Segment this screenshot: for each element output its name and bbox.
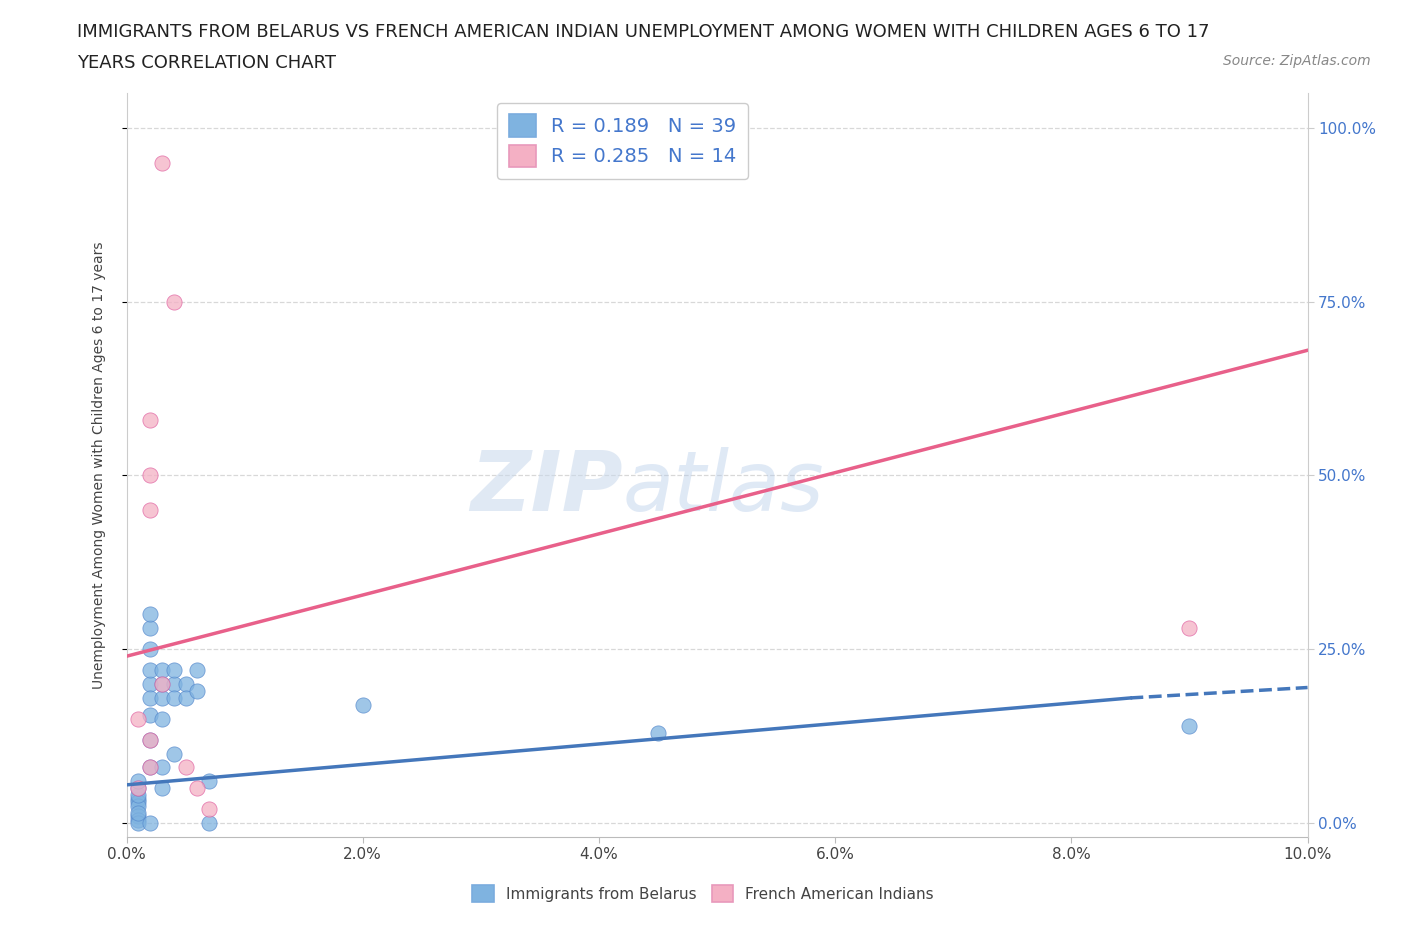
Point	[139, 503, 162, 518]
Point	[198, 774, 221, 789]
Legend: R = 0.189   N = 39, R = 0.285   N = 14: R = 0.189 N = 39, R = 0.285 N = 14	[496, 102, 748, 179]
Text: Source: ZipAtlas.com: Source: ZipAtlas.com	[1223, 54, 1371, 68]
Point	[127, 788, 149, 803]
Point	[1178, 621, 1201, 636]
Point	[198, 816, 221, 830]
Point	[174, 677, 197, 692]
Point	[127, 781, 149, 796]
Point	[198, 802, 221, 817]
Point	[139, 642, 162, 657]
Point	[163, 294, 186, 309]
Point	[139, 732, 162, 747]
Point	[150, 711, 173, 726]
Point	[174, 690, 197, 705]
Point	[127, 795, 149, 810]
Y-axis label: Unemployment Among Women with Children Ages 6 to 17 years: Unemployment Among Women with Children A…	[91, 241, 105, 689]
Point	[150, 781, 173, 796]
Text: atlas: atlas	[623, 446, 824, 528]
Point	[186, 663, 208, 678]
Text: YEARS CORRELATION CHART: YEARS CORRELATION CHART	[77, 54, 336, 72]
Point	[174, 760, 197, 775]
Point	[186, 684, 208, 698]
Point	[150, 760, 173, 775]
Point	[139, 690, 162, 705]
Point	[127, 791, 149, 806]
Point	[127, 774, 149, 789]
Point	[139, 663, 162, 678]
Point	[150, 155, 173, 170]
Point	[139, 708, 162, 723]
Point	[139, 760, 162, 775]
Point	[139, 760, 162, 775]
Point	[139, 677, 162, 692]
Point	[127, 711, 149, 726]
Point	[127, 812, 149, 827]
Point	[127, 816, 149, 830]
Point	[163, 746, 186, 761]
Point	[1178, 718, 1201, 733]
Point	[127, 798, 149, 813]
Point	[150, 677, 173, 692]
Point	[139, 732, 162, 747]
Point	[163, 663, 186, 678]
Point	[150, 690, 173, 705]
Text: ZIP: ZIP	[470, 446, 623, 528]
Point	[139, 816, 162, 830]
Point	[127, 809, 149, 824]
Point	[139, 607, 162, 622]
Point	[139, 468, 162, 483]
Point	[139, 621, 162, 636]
Point	[352, 698, 374, 712]
Point	[647, 725, 669, 740]
Point	[127, 805, 149, 820]
Point	[150, 677, 173, 692]
Point	[163, 677, 186, 692]
Point	[139, 412, 162, 427]
Point	[163, 690, 186, 705]
Point	[127, 781, 149, 796]
Point	[186, 781, 208, 796]
Legend: Immigrants from Belarus, French American Indians: Immigrants from Belarus, French American…	[465, 879, 941, 909]
Text: IMMIGRANTS FROM BELARUS VS FRENCH AMERICAN INDIAN UNEMPLOYMENT AMONG WOMEN WITH : IMMIGRANTS FROM BELARUS VS FRENCH AMERIC…	[77, 23, 1209, 41]
Point	[150, 663, 173, 678]
